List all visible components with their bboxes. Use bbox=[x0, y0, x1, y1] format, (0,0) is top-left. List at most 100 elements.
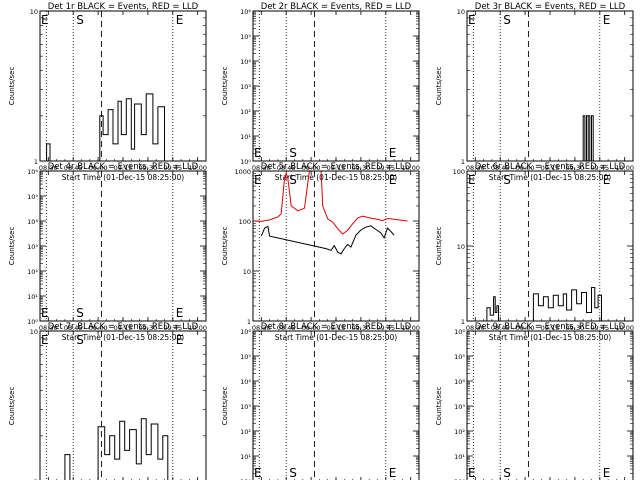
y-tick-label: 1000 bbox=[234, 168, 251, 176]
x-tick-label: 09:15 bbox=[541, 164, 560, 172]
event-marker-label: E bbox=[603, 466, 611, 480]
y-tick-label: 10 bbox=[30, 328, 38, 336]
x-tick-label: 09:15 bbox=[114, 164, 133, 172]
x-tick-label: 09:45 bbox=[590, 324, 609, 332]
y-tick-label: 10⁵ bbox=[240, 353, 251, 361]
x-tick-label: 08:45 bbox=[277, 164, 296, 172]
event-marker-label: E bbox=[176, 333, 184, 347]
event-marker-label: E bbox=[254, 146, 262, 160]
panel-title: Det 8r BLACK = Events, RED = LLD bbox=[261, 322, 412, 332]
panel-7: Det 7r BLACK = Events, RED = LLD Counts/s… bbox=[8, 322, 207, 480]
x-tick-label: 09:15 bbox=[327, 164, 346, 172]
panel-title: Det 7r BLACK = Events, RED = LLD bbox=[48, 322, 199, 332]
x-tick-label: 08:45 bbox=[64, 324, 83, 332]
event-rate-line bbox=[46, 93, 165, 162]
event-marker-label: S bbox=[289, 466, 297, 480]
y-tick-label: 10⁰ bbox=[454, 478, 465, 480]
event-rate-line bbox=[582, 115, 594, 162]
x-axis-label: Start Time (01-Dec-15 08:25:00) bbox=[62, 173, 184, 182]
x-tick-label: 08:45 bbox=[277, 324, 296, 332]
x-tick-label: 09:00 bbox=[516, 324, 535, 332]
panel-2: Det 2r BLACK = Events, RED = LLD Counts/s… bbox=[221, 2, 420, 182]
x-tick-label: 08:45 bbox=[491, 164, 510, 172]
event-marker-label: E bbox=[176, 306, 184, 320]
y-tick-label: 1 bbox=[247, 318, 251, 326]
y-tick-label: 10⁴ bbox=[27, 218, 38, 226]
panel-4: Det 4r BLACK = Events, RED = LLD Counts/s… bbox=[8, 162, 207, 342]
y-tick-label: 10⁴ bbox=[454, 378, 465, 386]
y-tick-label: 10⁵ bbox=[454, 353, 465, 361]
event-marker-label: E bbox=[468, 173, 476, 187]
x-tick-label: 09:30 bbox=[139, 324, 158, 332]
x-axis-label: Start Time (01-Dec-15 08:25:00) bbox=[275, 173, 397, 182]
event-marker-label: S bbox=[76, 13, 84, 27]
x-tick-label: 09:00 bbox=[89, 164, 108, 172]
y-tick-label: 10⁵ bbox=[240, 33, 251, 41]
plot-frame bbox=[39, 170, 207, 322]
event-marker-label: S bbox=[76, 333, 84, 347]
y-tick-label: 10⁵ bbox=[27, 193, 38, 201]
x-tick-label: 08:45 bbox=[64, 164, 83, 172]
y-axis-label: Counts/sec bbox=[435, 67, 443, 106]
plot-frame bbox=[39, 330, 207, 480]
y-tick-label: 1 bbox=[461, 158, 465, 166]
y-tick-label: 10 bbox=[457, 8, 465, 16]
y-tick-label: 10⁰ bbox=[240, 158, 251, 166]
x-tick-label: 09:30 bbox=[139, 164, 158, 172]
event-marker-label: E bbox=[254, 466, 262, 480]
y-tick-label: 1 bbox=[34, 478, 38, 480]
panel-5: Det 5r BLACK = Events, RED = LLD Counts/s… bbox=[221, 162, 420, 342]
panel-6: Det 6r BLACK = Events, RED = LLD Counts/s… bbox=[435, 162, 634, 342]
y-tick-label: 10¹ bbox=[240, 133, 251, 141]
y-tick-label: 1 bbox=[461, 318, 465, 326]
y-axis-label: Counts/sec bbox=[221, 227, 229, 266]
x-tick-label: 09:15 bbox=[327, 324, 346, 332]
y-tick-label: 10⁰ bbox=[27, 318, 38, 326]
y-axis-label: Counts/sec bbox=[8, 387, 16, 426]
x-tick-label: 09:00 bbox=[302, 164, 321, 172]
plot-frame bbox=[466, 330, 634, 480]
plot-frame bbox=[39, 10, 207, 162]
y-axis-label: Counts/sec bbox=[221, 67, 229, 106]
plot-frame bbox=[466, 10, 634, 162]
y-tick-label: 10² bbox=[240, 108, 251, 116]
panel-title: Det 1r BLACK = Events, RED = LLD bbox=[48, 2, 199, 12]
y-tick-label: 10² bbox=[27, 268, 38, 276]
y-tick-label: 10¹ bbox=[240, 453, 251, 461]
x-tick-label: 09:30 bbox=[352, 164, 371, 172]
y-tick-label: 1 bbox=[34, 158, 38, 166]
y-tick-label: 10 bbox=[30, 8, 38, 16]
panel-8: Det 8r BLACK = Events, RED = LLD Counts/s… bbox=[221, 322, 420, 480]
x-axis-label: Start Time (01-Dec-15 08:25:00) bbox=[62, 333, 184, 342]
y-tick-label: 10¹ bbox=[454, 453, 465, 461]
panel-title: Det 6r BLACK = Events, RED = LLD bbox=[475, 162, 626, 172]
x-tick-label: 08:45 bbox=[491, 324, 510, 332]
event-marker-label: E bbox=[389, 466, 397, 480]
y-tick-label: 100 bbox=[453, 168, 465, 176]
y-axis-label: Counts/sec bbox=[8, 227, 16, 266]
event-marker-label: E bbox=[41, 306, 49, 320]
y-axis-label: Counts/sec bbox=[435, 387, 443, 426]
event-marker-label: S bbox=[76, 306, 84, 320]
event-marker-label: E bbox=[254, 173, 262, 187]
event-rate-line bbox=[486, 287, 602, 322]
y-tick-label: 10⁶ bbox=[454, 328, 465, 336]
x-tick-label: 09:30 bbox=[566, 324, 585, 332]
y-tick-label: 10⁴ bbox=[240, 378, 251, 386]
y-tick-label: 10² bbox=[240, 428, 251, 436]
x-tick-label: 09:30 bbox=[352, 324, 371, 332]
y-tick-label: 10 bbox=[243, 268, 251, 276]
x-tick-label: 09:15 bbox=[114, 324, 133, 332]
x-tick-label: 09:15 bbox=[541, 324, 560, 332]
x-tick-label: 08:30 bbox=[252, 164, 271, 172]
y-tick-label: 10³ bbox=[27, 243, 38, 251]
panel-1: Det 1r BLACK = Events, RED = LLD Counts/s… bbox=[8, 2, 207, 182]
y-tick-label: 10³ bbox=[240, 83, 251, 91]
plot-frame bbox=[252, 170, 420, 322]
y-tick-label: 100 bbox=[239, 218, 251, 226]
x-tick-label: 10:00 bbox=[188, 324, 207, 332]
x-tick-label: 09:45 bbox=[376, 164, 395, 172]
event-marker-label: S bbox=[503, 466, 511, 480]
panel-title: Det 5r BLACK = Events, RED = LLD bbox=[261, 162, 412, 172]
panel-9: Det 9r BLACK = Events, RED = LLD Counts/s… bbox=[435, 322, 634, 480]
